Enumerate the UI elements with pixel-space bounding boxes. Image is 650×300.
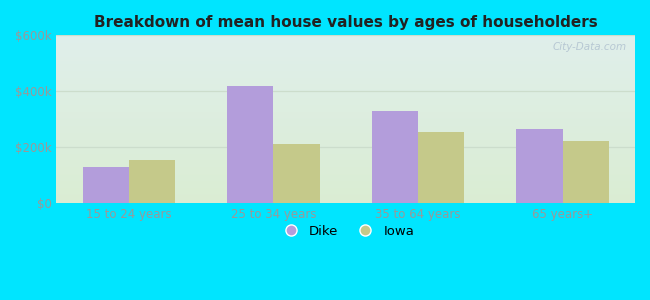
Bar bbox=[227, 85, 274, 203]
Bar bbox=[129, 160, 175, 203]
Bar bbox=[563, 142, 609, 203]
Bar bbox=[418, 132, 464, 203]
Bar bbox=[516, 129, 563, 203]
Bar bbox=[83, 167, 129, 203]
Bar bbox=[372, 111, 418, 203]
Legend: Dike, Iowa: Dike, Iowa bbox=[272, 220, 419, 243]
Text: City-Data.com: City-Data.com bbox=[552, 42, 627, 52]
Bar bbox=[274, 144, 320, 203]
Title: Breakdown of mean house values by ages of householders: Breakdown of mean house values by ages o… bbox=[94, 15, 597, 30]
